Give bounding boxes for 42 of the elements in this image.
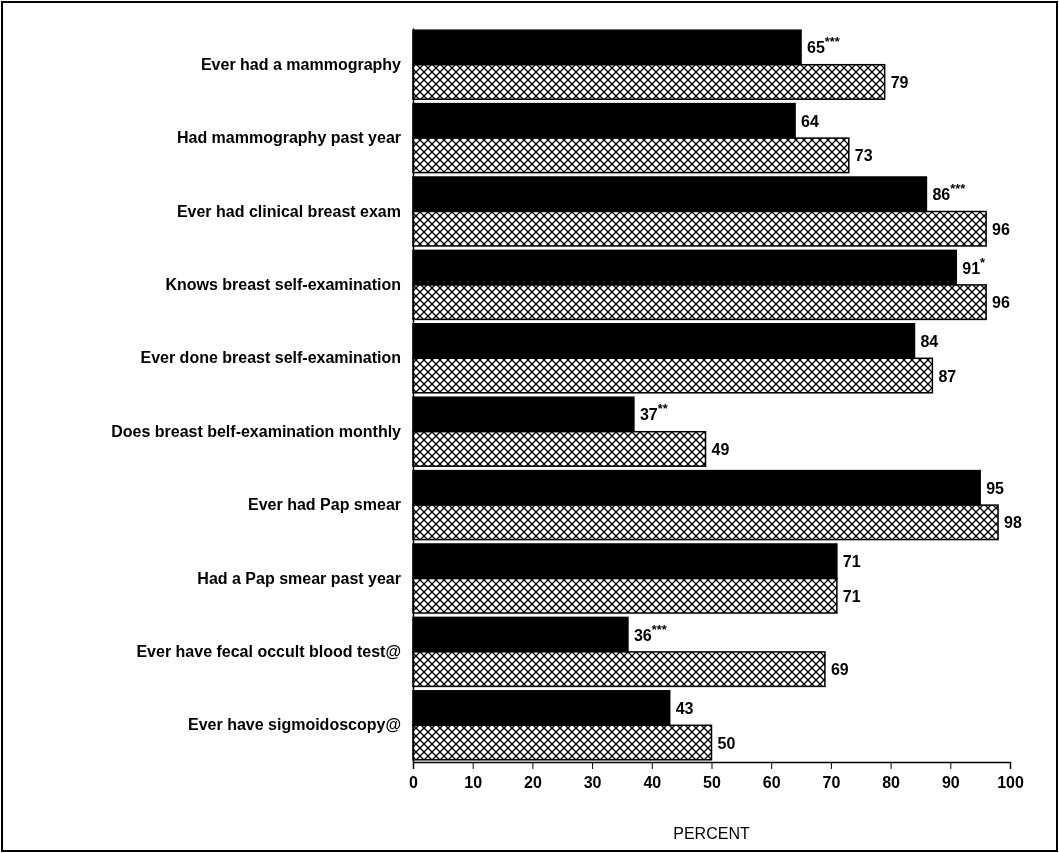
data-label: 73 [854,147,873,165]
x-tick-label: 60 [762,774,781,791]
data-label: 86$^{***}$ [932,180,966,204]
x-tick-label: 0 [409,774,419,791]
data-label: 71 [842,587,861,605]
data-label: 79 [890,73,909,91]
data-label: 64 [801,112,819,130]
y-tick-label: Knows breast self-examination [165,276,401,294]
y-tick-label: Ever had Pap smear [248,496,401,514]
x-tick-label: 20 [524,774,542,791]
x-tick-label: 10 [464,774,483,791]
data-label: 43 [675,700,694,718]
x-tick-label: 100 [997,774,1024,791]
data-label: 87 [938,367,957,385]
y-tick-label: Does breast belf-examination monthly [111,422,402,440]
data-label: 65$^{***}$ [807,33,840,57]
data-label: 37$^{**}$ [639,400,668,424]
y-tick-label: Ever had clinical breast exam [176,202,401,220]
y-tick-label: Had a Pap smear past year [197,569,401,587]
x-tick-label: 70 [822,774,841,791]
data-label: 36$^{***}$ [633,621,667,644]
y-tick-label: Ever have sigmoidoscopy@ [187,716,401,734]
data-label: 95 [986,479,1005,497]
data-label: 69 [830,661,849,679]
data-label: 96 [992,294,1011,312]
x-tick-label: 90 [941,774,960,791]
x-tick-label: 40 [643,774,662,791]
x-tick-label: 50 [703,774,721,791]
data-label: 84 [920,333,939,351]
data-label: 96 [992,220,1011,238]
x-axis-title: PERCENT [673,825,750,842]
data-label: 71 [842,553,861,571]
x-tick-label: 80 [882,774,901,791]
data-label: 98 [1004,514,1022,532]
data-label: 50 [717,734,736,752]
y-tick-label: Ever had a mammography [200,55,402,73]
y-tick-label: Ever done breast self-examination [140,349,401,367]
data-label: 49 [711,440,730,458]
data-label: 91$^{*}$ [962,254,986,277]
y-tick-label: Had mammography past year [176,129,401,147]
x-tick-label: 30 [583,774,602,791]
y-tick-label: Ever have fecal occult blood test@ [136,643,401,661]
